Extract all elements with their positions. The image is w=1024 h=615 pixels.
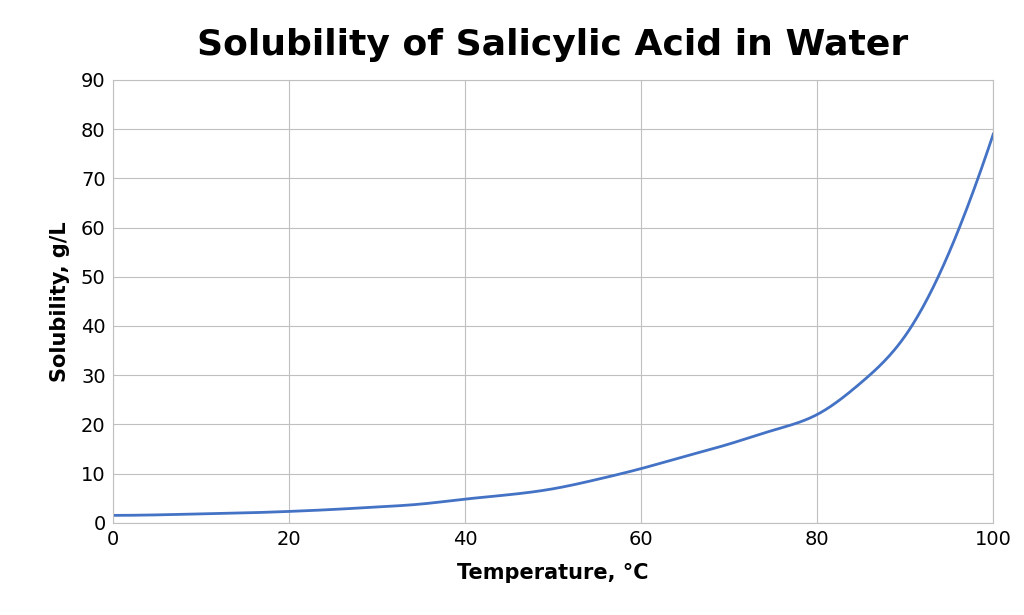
X-axis label: Temperature, °C: Temperature, °C: [457, 563, 649, 582]
Title: Solubility of Salicylic Acid in Water: Solubility of Salicylic Acid in Water: [198, 28, 908, 62]
Y-axis label: Solubility, g/L: Solubility, g/L: [50, 221, 70, 382]
